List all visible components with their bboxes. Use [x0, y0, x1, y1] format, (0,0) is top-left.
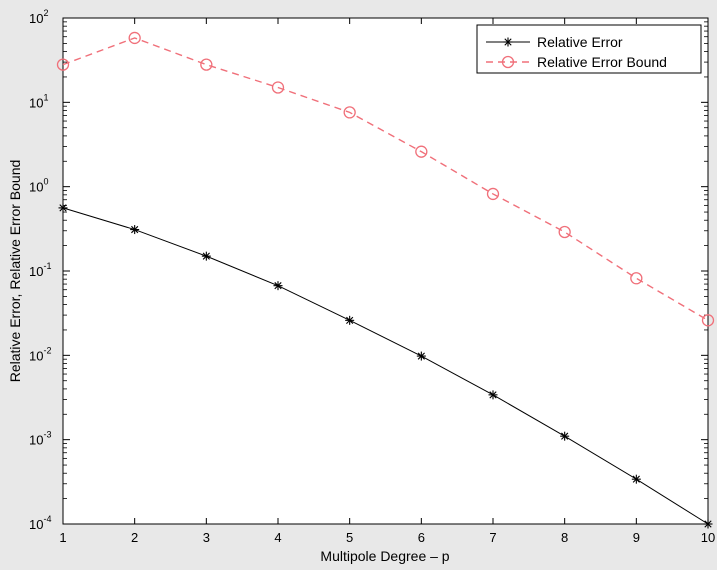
y-tick-label: 10-4: [29, 514, 51, 532]
series-line: [62, 207, 709, 525]
legend-entry-0: Relative Error: [486, 34, 623, 50]
asterisk-marker: [560, 431, 570, 441]
x-axis-label: Multipole Degree – p: [320, 548, 449, 564]
asterisk-marker: [503, 37, 513, 47]
legend-label: Relative Error Bound: [537, 54, 667, 70]
x-tick-labels: 1 2 3 4 5 6 7 8 9 10: [59, 530, 715, 545]
y-tick-label: 10-3: [29, 430, 51, 448]
asterisk-marker: [201, 251, 211, 261]
circle-marker: [701, 314, 715, 327]
circle-marker: [56, 58, 70, 71]
circle-marker: [501, 55, 515, 69]
x-tick-label: 5: [346, 530, 353, 545]
series-0: [58, 203, 713, 529]
asterisk-marker: [631, 474, 641, 484]
legend-entries: Relative Error Relative Error Bound: [486, 34, 667, 70]
circle-marker: [200, 58, 213, 71]
asterisk-marker: [58, 203, 68, 213]
x-tick-label: 6: [418, 530, 425, 545]
x-tick-label: 3: [203, 530, 210, 545]
series-layer: [56, 31, 715, 529]
legend-entry-1: Relative Error Bound: [486, 54, 667, 70]
asterisk-marker: [416, 351, 426, 361]
y-tick-label: 101: [29, 92, 48, 110]
legend-label: Relative Error: [537, 34, 623, 50]
series-1: [56, 31, 715, 327]
circle-marker: [630, 272, 643, 285]
x-tick-label: 10: [701, 530, 715, 545]
x-tick-label: 1: [59, 530, 66, 545]
y-tick-label: 10-1: [29, 261, 51, 279]
x-tick-label: 2: [131, 530, 138, 545]
asterisk-marker: [488, 390, 498, 400]
asterisk-marker: [273, 281, 283, 291]
x-tick-label: 7: [489, 530, 496, 545]
asterisk-marker: [703, 519, 713, 529]
circle-marker: [486, 187, 500, 201]
circle-marker: [415, 145, 428, 158]
circle-marker: [128, 31, 141, 45]
circle-marker: [343, 106, 356, 119]
circle-marker: [271, 81, 285, 94]
circle-marker: [558, 225, 571, 239]
x-tick-label: 8: [561, 530, 568, 545]
x-tick-label: 4: [274, 530, 281, 545]
asterisk-marker: [345, 315, 355, 325]
y-tick-label: 102: [29, 8, 48, 26]
plot-area: [62, 17, 709, 525]
series-line: [62, 37, 709, 321]
asterisk-marker: [130, 225, 140, 235]
legend: Relative Error Relative Error Bound: [476, 24, 702, 74]
y-tick-label: 10-2: [29, 345, 51, 363]
legend-box: [476, 24, 702, 74]
y-axis-label: Relative Error, Relative Error Bound: [7, 160, 23, 383]
axis-ticks: [62, 17, 709, 525]
y-tick-labels: 10-4 10-3 10-2 10-1 100 101 102: [29, 8, 51, 532]
x-tick-label: 9: [633, 530, 640, 545]
y-tick-label: 100: [29, 177, 48, 195]
